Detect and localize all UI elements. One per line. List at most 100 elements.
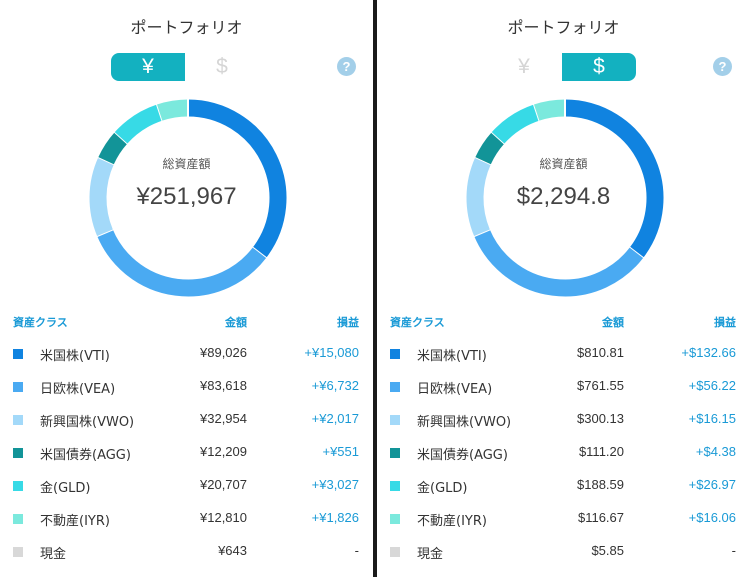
asset-row-vea[interactable]: 日欧株(VEA) ¥83,618 +¥6,732: [0, 376, 373, 400]
asset-row-agg[interactable]: 米国債券(AGG) $111.20 +$4.38: [377, 442, 750, 466]
total-assets-label: 総資産額: [162, 157, 211, 171]
asset-profit-loss: +¥3,027: [311, 477, 359, 492]
asset-name: 不動産(IYR): [417, 514, 487, 529]
donut-separator: [628, 246, 645, 260]
asset-amount: $810.81: [577, 345, 624, 360]
usd-toggle-button[interactable]: $: [216, 55, 228, 78]
asset-row-vea[interactable]: 日欧株(VEA) $761.55 +$56.22: [377, 376, 750, 400]
color-swatch: [13, 382, 23, 392]
asset-profit-loss: +¥6,732: [311, 378, 359, 393]
asset-name: 金(GLD): [417, 481, 468, 496]
total-assets-value: ¥251,967: [136, 183, 237, 210]
profit-loss-header[interactable]: 損益: [714, 316, 736, 329]
asset-profit-loss: +$56.22: [688, 378, 736, 393]
asset-name: 不動産(IYR): [40, 514, 110, 529]
asset-name: 米国株(VTI): [40, 349, 110, 364]
donut-segment-vwo: [466, 157, 491, 237]
donut-segment-vea: [97, 229, 267, 297]
asset-amount: ¥83,618: [200, 378, 247, 393]
color-swatch: [13, 547, 23, 557]
asset-amount: ¥32,954: [200, 411, 247, 426]
color-swatch: [390, 349, 400, 359]
asset-amount: $111.20: [578, 444, 624, 459]
donut-segment-iyr: [156, 99, 189, 121]
color-swatch: [390, 448, 400, 458]
asset-row-cash[interactable]: 現金 ¥643 -: [0, 541, 373, 565]
help-icon[interactable]: ?: [337, 57, 356, 76]
allocation-donut-chart: [466, 98, 664, 297]
color-swatch: [13, 481, 23, 491]
color-swatch: [390, 514, 400, 524]
color-swatch: [13, 448, 23, 458]
donut-segment-gld: [114, 104, 163, 144]
donut-separator: [474, 155, 493, 166]
amount-header[interactable]: 金額: [225, 316, 247, 329]
donut-segment-vwo: [89, 157, 114, 237]
asset-amount: $188.59: [577, 477, 624, 492]
asset-amount: ¥89,026: [200, 345, 247, 360]
asset-row-iyr[interactable]: 不動産(IYR) ¥12,810 +¥1,826: [0, 508, 373, 532]
asset-row-cash[interactable]: 現金 $5.85 -: [377, 541, 750, 565]
donut-separator: [113, 130, 129, 145]
portfolio-panel-usd: ポートフォリオ ¥ $ ? 総資産額 $2,294.8 資産クラス 金額 損益 …: [377, 0, 750, 577]
asset-profit-loss: +$132.66: [681, 345, 736, 360]
donut-segment-vea: [474, 229, 644, 297]
asset-amount: ¥20,707: [200, 477, 247, 492]
asset-row-iyr[interactable]: 不動産(IYR) $116.67 +$16.06: [377, 508, 750, 532]
asset-amount: ¥12,209: [200, 444, 247, 459]
donut-segment-iyr: [533, 99, 566, 121]
asset-profit-loss: +$16.15: [688, 411, 736, 426]
asset-profit-loss: -: [354, 543, 359, 558]
asset-name: 現金: [417, 547, 444, 562]
panel-divider: [373, 0, 377, 577]
color-swatch: [390, 382, 400, 392]
usd-toggle-button[interactable]: $: [562, 53, 636, 81]
page-title: ポートフォリオ: [130, 18, 243, 37]
asset-row-gld[interactable]: 金(GLD) $188.59 +$26.97: [377, 475, 750, 499]
asset-row-vwo[interactable]: 新興国株(VWO) ¥32,954 +¥2,017: [0, 409, 373, 433]
asset-profit-loss: +¥2,017: [311, 411, 359, 426]
asset-amount: $5.85: [591, 543, 624, 558]
asset-profit-loss: +$26.97: [688, 477, 736, 492]
asset-amount: ¥643: [218, 543, 247, 558]
asset-amount: ¥12,810: [200, 510, 247, 525]
asset-name: 米国債券(AGG): [417, 448, 508, 463]
asset-row-vti[interactable]: 米国株(VTI) $810.81 +$132.66: [377, 343, 750, 367]
asset-amount: $116.67: [577, 510, 624, 525]
asset-name: 米国株(VTI): [417, 349, 487, 364]
color-swatch: [390, 547, 400, 557]
color-swatch: [390, 481, 400, 491]
asset-row-agg[interactable]: 米国債券(AGG) ¥12,209 +¥551: [0, 442, 373, 466]
asset-name: 現金: [40, 547, 67, 562]
asset-name: 金(GLD): [40, 481, 91, 496]
asset-profit-loss: +$16.06: [688, 510, 736, 525]
help-icon[interactable]: ?: [713, 57, 732, 76]
asset-name: 日欧株(VEA): [417, 382, 493, 397]
asset-row-gld[interactable]: 金(GLD) ¥20,707 +¥3,027: [0, 475, 373, 499]
total-assets-value: $2,294.8: [516, 183, 611, 210]
color-swatch: [390, 415, 400, 425]
asset-name: 新興国株(VWO): [417, 415, 512, 430]
asset-amount: $761.55: [577, 378, 624, 393]
asset-row-vwo[interactable]: 新興国株(VWO) $300.13 +$16.15: [377, 409, 750, 433]
profit-loss-header[interactable]: 損益: [337, 316, 359, 329]
amount-header[interactable]: 金額: [602, 316, 624, 329]
yen-toggle-button[interactable]: ¥: [111, 53, 185, 81]
asset-name: 日欧株(VEA): [40, 382, 116, 397]
asset-row-vti[interactable]: 米国株(VTI) ¥89,026 +¥15,080: [0, 343, 373, 367]
asset-amount: $300.13: [577, 411, 624, 426]
asset-profit-loss: +¥15,080: [304, 345, 359, 360]
donut-segment-gld: [491, 104, 540, 144]
asset-profit-loss: +¥1,826: [311, 510, 359, 525]
asset-class-header[interactable]: 資産クラス: [390, 316, 445, 329]
total-assets-label: 総資産額: [539, 157, 588, 171]
allocation-donut-chart: [89, 98, 287, 297]
donut-segment-vti: [187, 99, 287, 258]
yen-toggle-button[interactable]: ¥: [518, 55, 530, 78]
color-swatch: [13, 349, 23, 359]
color-swatch: [13, 514, 23, 524]
asset-name: 新興国株(VWO): [40, 415, 135, 430]
asset-profit-loss: -: [731, 543, 736, 558]
donut-segment-vti: [564, 99, 664, 258]
asset-class-header[interactable]: 資産クラス: [13, 316, 68, 329]
